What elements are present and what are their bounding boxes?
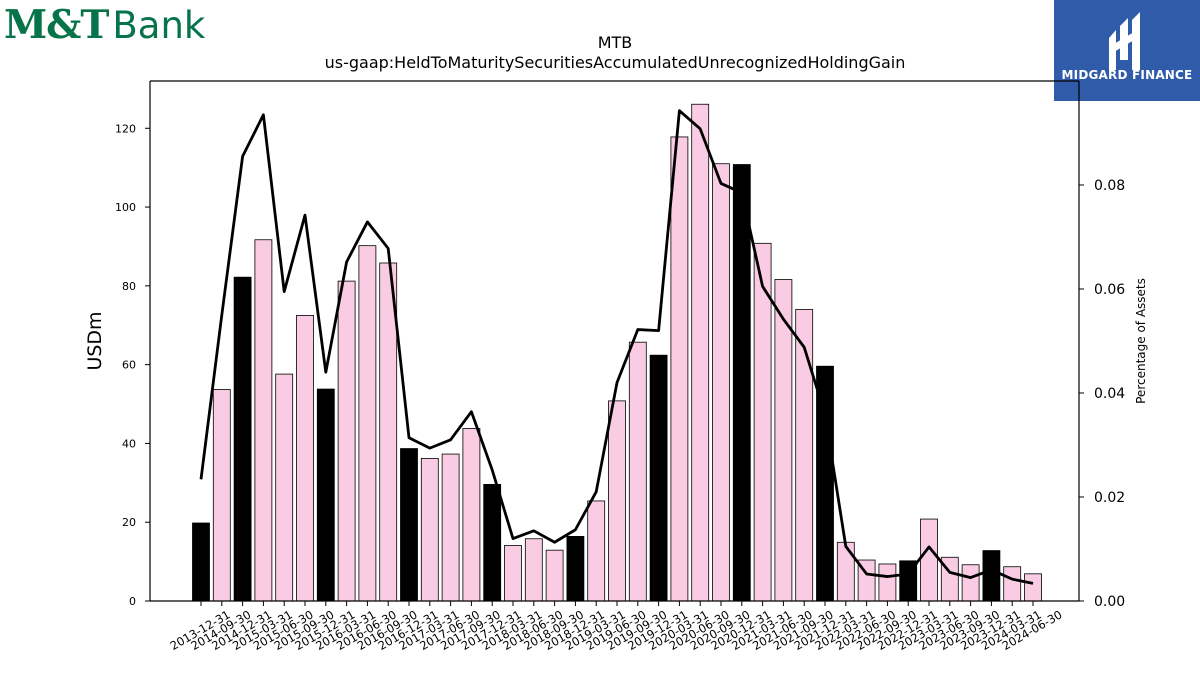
- bar-2021-09-30: [795, 309, 814, 602]
- bar-2024-06-30: [1024, 573, 1042, 602]
- y-tick-label-120: 120: [115, 122, 136, 135]
- y-tick-label-20: 20: [122, 516, 136, 529]
- bar-2017-09-30: [462, 428, 481, 602]
- mt-bank-logo-word: Bank: [112, 4, 206, 47]
- bar-2023-12-31: [982, 550, 1001, 602]
- bar-2016-03-31: [337, 280, 356, 602]
- y-tick-label-0: 0: [129, 595, 136, 608]
- bar-2020-06-30: [691, 103, 710, 602]
- percentage-of-assets-line: [199, 109, 1034, 585]
- bar-2014-09-30: [212, 389, 231, 602]
- bars-group: [192, 103, 1042, 602]
- bar-2022-09-30: [878, 563, 897, 602]
- bar-2018-09-30: [545, 549, 564, 602]
- y-tick-label-100: 100: [115, 201, 136, 214]
- bar-2017-03-31: [420, 457, 439, 602]
- bar-2021-12-31: [816, 365, 834, 602]
- bar-2023-09-30: [961, 564, 980, 602]
- bar-2019-09-30: [628, 341, 647, 602]
- bar-2015-12-31: [316, 388, 335, 602]
- midgard-finance-logo: MIDGARD FINANCE: [1054, 0, 1200, 101]
- y-right-tick-label-0.08: 0.08: [1094, 178, 1125, 194]
- y-axis-label: USDm: [84, 311, 106, 370]
- bar-2019-03-31: [587, 500, 606, 602]
- y-right-tick-label-0.06: 0.06: [1094, 282, 1125, 298]
- y-right-tick-label-0.02: 0.02: [1094, 490, 1125, 506]
- bar-2015-03-31: [254, 239, 273, 602]
- bar-2018-12-31: [566, 535, 585, 602]
- y-axis-right-label: Percentage of Assets: [1134, 278, 1148, 404]
- bar-2017-06-30: [441, 453, 460, 602]
- bar-2015-06-30: [275, 373, 294, 602]
- bar-2022-03-31: [836, 541, 855, 602]
- bar-2023-03-31: [920, 518, 938, 602]
- y-right-tick-label-0.04: 0.04: [1094, 386, 1125, 402]
- bar-2016-06-30: [358, 245, 377, 602]
- bar-2024-03-31: [1003, 566, 1022, 602]
- bar-2014-12-31: [233, 276, 252, 602]
- mt-bank-logo-mark: M&T: [4, 2, 109, 48]
- midgard-m-icon: [1109, 12, 1140, 70]
- chart-title: MTB: [598, 33, 633, 52]
- line-group: [199, 109, 1034, 585]
- bar-2017-12-31: [483, 483, 502, 602]
- bar-2018-03-31: [504, 545, 522, 602]
- bar-2019-12-31: [649, 354, 668, 602]
- bar-2020-09-30: [712, 163, 730, 602]
- bar-2013-12-31: [192, 522, 210, 602]
- bar-2020-12-31: [732, 164, 751, 602]
- bar-2016-12-31: [400, 448, 418, 602]
- y-right-tick-label-0.00: 0.00: [1094, 594, 1125, 610]
- midgard-finance-text: MIDGARD FINANCE: [1061, 68, 1193, 82]
- bar-2018-06-30: [524, 538, 543, 602]
- y-tick-label-60: 60: [122, 359, 136, 372]
- axes-group: 0204060801001200.000.020.040.060.082013-…: [115, 80, 1125, 653]
- mt-bank-logo: M&T Bank: [4, 2, 206, 48]
- bar-2015-09-30: [296, 314, 314, 602]
- bar-2020-03-31: [670, 136, 689, 602]
- chart-subtitle: us-gaap:HeldToMaturitySecuritiesAccumula…: [325, 53, 906, 72]
- y-tick-label-80: 80: [122, 280, 136, 293]
- bar-2019-06-30: [608, 400, 626, 602]
- y-tick-label-40: 40: [122, 437, 136, 450]
